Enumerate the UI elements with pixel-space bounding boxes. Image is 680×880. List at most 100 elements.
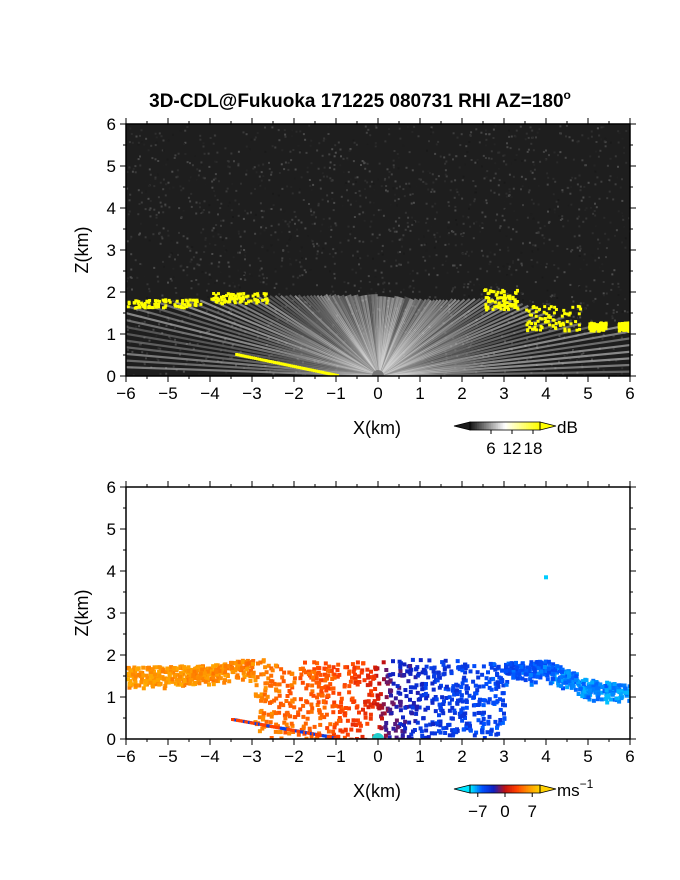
x-axis-label: X(km)	[353, 418, 401, 438]
near-ground-streak	[231, 718, 340, 739]
plot-area	[126, 575, 630, 739]
colorbar-segment	[496, 422, 499, 430]
colorbar-segment	[517, 785, 520, 793]
x-tick-label: 4	[541, 384, 550, 403]
colorbar-segment	[526, 785, 529, 793]
colorbar-segment	[492, 422, 495, 430]
colorbar-segment	[475, 785, 478, 793]
x-tick-label: 3	[499, 747, 508, 766]
colorbar-segment	[484, 785, 487, 793]
colorbar-segment	[533, 422, 536, 430]
high-reflectivity-cell	[126, 298, 203, 310]
y-tick-label: 2	[107, 283, 116, 302]
colorbar-segment	[489, 785, 492, 793]
x-tick-label: −2	[284, 747, 303, 766]
colorbar-tick-label: 18	[524, 439, 543, 458]
x-tick-label: 2	[457, 384, 466, 403]
y-tick-label: 6	[107, 115, 116, 134]
x-tick-label: 0	[373, 747, 382, 766]
radar-origin	[372, 370, 384, 376]
colorbar-label: dB	[557, 418, 578, 437]
colorbar-segment	[513, 422, 516, 430]
colorbar-segment	[491, 785, 494, 793]
x-tick-label: −3	[242, 747, 261, 766]
colorbar-min-arrow	[453, 421, 471, 431]
high-reflectivity-cell	[588, 321, 608, 333]
colorbar-segment	[503, 785, 506, 793]
x-tick-label: 4	[541, 747, 550, 766]
colorbar-segment	[527, 785, 530, 793]
colorbar-segment	[482, 785, 485, 793]
colorbar-segment	[487, 785, 490, 793]
ticks	[120, 118, 636, 382]
colorbar-segment	[499, 785, 502, 793]
x-tick-label: −2	[284, 384, 303, 403]
colorbar-segment	[480, 422, 483, 430]
colorbar-segment	[471, 422, 474, 430]
colorbar-segment	[524, 422, 527, 430]
y-tick-label: 4	[107, 199, 116, 218]
colorbar-segment	[534, 785, 537, 793]
radar-origin	[372, 733, 384, 739]
x-tick-label: −4	[200, 384, 219, 403]
y-tick-label: 3	[107, 604, 116, 623]
colorbar-segment	[533, 785, 536, 793]
colorbar-segment	[508, 785, 511, 793]
colorbar-tick-label: 6	[486, 439, 495, 458]
x-tick-label: −4	[200, 747, 219, 766]
isolated-point	[544, 575, 548, 580]
colorbar-segment	[505, 785, 508, 793]
colorbar: 6 12 18 dB	[453, 418, 578, 458]
x-tick-label: 2	[457, 747, 466, 766]
figure-title: 3D-CDL@Fukuoka 171225 080731 RHI AZ=180o	[149, 88, 571, 112]
x-tick-label: −3	[242, 384, 261, 403]
colorbar-segment	[510, 785, 513, 793]
x-tick-label: −1	[326, 384, 345, 403]
colorbar-segment	[496, 785, 499, 793]
colorbar: −7 0 7 ms−1	[453, 777, 594, 821]
x-tick-label: −6	[116, 747, 135, 766]
plot-frame	[125, 486, 631, 740]
colorbar-segment	[471, 785, 474, 793]
colorbar-segment	[478, 785, 481, 793]
colorbar-segment	[538, 785, 541, 793]
y-tick-label: 2	[107, 646, 116, 665]
high-reflectivity-cell	[525, 304, 583, 333]
colorbar-segment	[485, 785, 488, 793]
y-tick-label: 1	[107, 325, 116, 344]
colorbar-segment	[480, 785, 483, 793]
x-tick-label: 6	[625, 747, 634, 766]
colorbar-max-arrow	[539, 784, 557, 794]
x-tick-label: 5	[583, 747, 592, 766]
ticks	[120, 481, 636, 745]
colorbar-segment	[498, 422, 501, 430]
plot-area	[126, 124, 630, 376]
colorbar-segment	[522, 422, 525, 430]
colorbar-segment	[529, 785, 532, 793]
colorbar-tick-label: 12	[503, 439, 522, 458]
colorbar-segment	[503, 422, 506, 430]
colorbar-segment	[501, 785, 504, 793]
noise-speckle	[126, 124, 630, 376]
colorbar-segment	[527, 422, 530, 430]
colorbar-segment	[536, 422, 539, 430]
colorbar-segment	[508, 422, 511, 430]
colorbar-segment	[494, 422, 497, 430]
colorbar-segment	[489, 422, 492, 430]
colorbar-segment	[526, 422, 529, 430]
colorbar-segment	[512, 422, 515, 430]
colorbar-label-superscript: −1	[580, 777, 594, 791]
colorbar-segment	[473, 422, 476, 430]
colorbar-segment	[519, 422, 522, 430]
colorbar-segment	[520, 422, 523, 430]
y-tick-label: 5	[107, 520, 116, 539]
y-tick-label: 0	[107, 367, 116, 386]
colorbar-tick-label: 7	[527, 802, 536, 821]
y-tick-label: 3	[107, 241, 116, 260]
colorbar-segment	[506, 422, 509, 430]
y-tick-label: 5	[107, 157, 116, 176]
colorbar-segment	[520, 785, 523, 793]
